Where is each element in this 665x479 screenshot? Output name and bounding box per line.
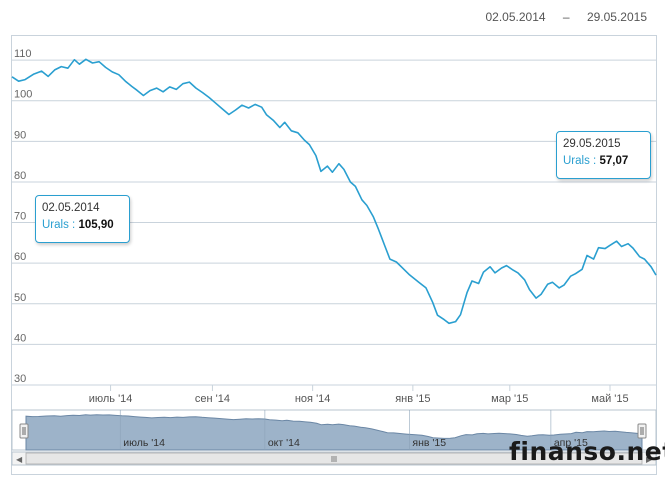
x-tick-label: май '15: [591, 393, 628, 405]
y-tick-label: 110: [14, 48, 32, 60]
scrollbar-left-arrow: ◀: [16, 455, 23, 464]
navigator-label: июль '14: [123, 437, 165, 449]
y-tick-label: 50: [14, 292, 26, 304]
y-tick-label: 90: [14, 129, 26, 141]
navigator-scrollbar[interactable]: ◀ ▶: [11, 451, 657, 466]
tooltip-start: 02.05.2014 Urals : 105,90: [35, 195, 130, 243]
scrollbar-right-arrow: ▶: [646, 455, 653, 464]
tooltip-start-separator: :: [72, 219, 76, 231]
tooltip-end-date: 29.05.2015: [563, 138, 621, 150]
x-tick-label: ноя '14: [295, 393, 331, 405]
series-layer: [11, 58, 657, 325]
navigator-label: апр '15: [554, 437, 588, 449]
watermark-logo: finanso.net: [509, 437, 665, 466]
y-tick-label: 70: [14, 211, 26, 223]
x-tick-label: сен '14: [195, 393, 230, 405]
grid-lines: [12, 59, 656, 386]
x-tick-label: янв '15: [395, 393, 430, 405]
y-tick-label: 80: [14, 170, 26, 182]
range-navigator: июль '14 окт '14 янв '15 апр '15◀ ▶: [11, 409, 657, 466]
series-line-urals: [11, 58, 657, 325]
tooltip-end-separator: :: [593, 155, 597, 167]
tooltip-end-value: 57,07: [599, 155, 629, 167]
range-separator: –: [562, 10, 570, 24]
range-start-date: 02.05.2014: [485, 10, 546, 24]
tooltip-start-date: 02.05.2014: [42, 202, 100, 214]
y-tick-label: 40: [14, 332, 26, 344]
handle-body: [19, 423, 29, 439]
y-axis-ticks: 30 40 50 60 70 80 90 100 110: [14, 48, 32, 385]
tooltip-start-series: Urals: [42, 219, 69, 231]
x-tick-label: июль '14: [89, 393, 133, 405]
range-end-date: 29.05.2015: [586, 10, 647, 24]
y-tick-label: 100: [14, 89, 32, 101]
navigator-left-handle[interactable]: [19, 423, 29, 439]
x-axis-ticks: июль '14 сен '14 ноя '14 янв '15 мар '15 май …: [89, 385, 629, 405]
navigator-label: окт '14: [268, 437, 300, 449]
tooltip-end: 29.05.2015 Urals : 57,07: [556, 131, 651, 179]
x-tick-label: мар '15: [491, 393, 528, 405]
y-tick-label: 30: [14, 373, 26, 385]
navigator-area: [25, 414, 643, 451]
tooltip-end-series: Urals: [563, 155, 590, 167]
navigator-label: янв '15: [412, 437, 446, 449]
navigator-right-handle[interactable]: [637, 423, 647, 439]
tooltip-start-value: 105,90: [78, 219, 114, 231]
handle-body: [637, 423, 647, 439]
date-range-display: 02.05.2014 – 29.05.2015: [486, 10, 648, 24]
y-tick-label: 60: [14, 251, 26, 263]
